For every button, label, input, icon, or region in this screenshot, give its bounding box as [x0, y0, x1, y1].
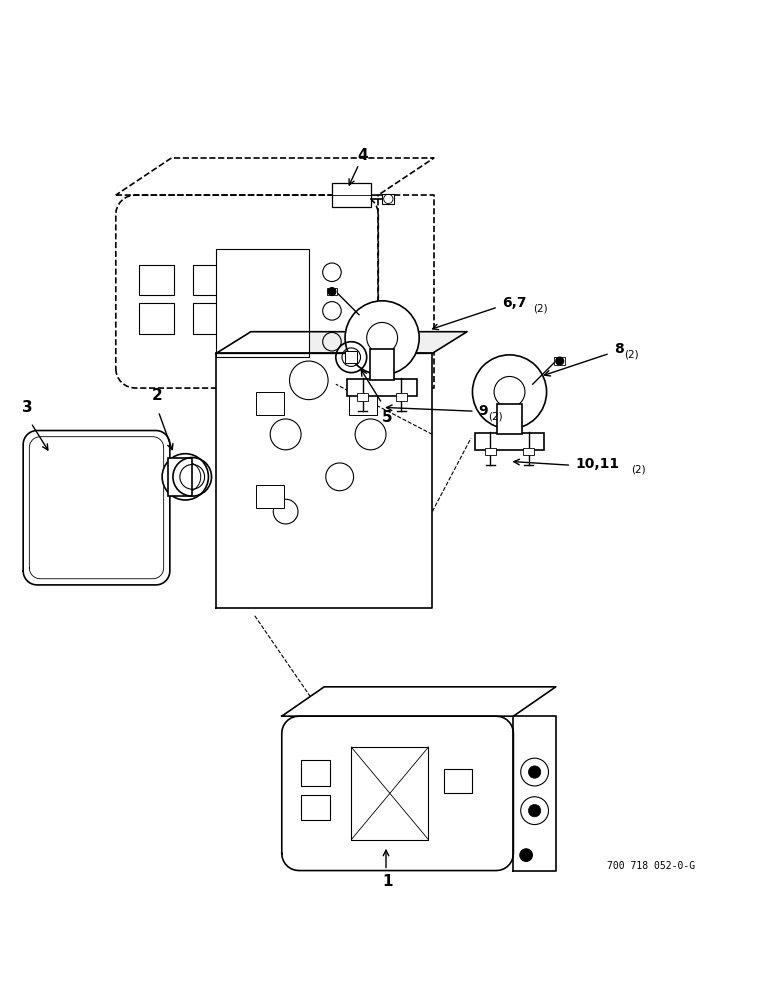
Circle shape [520, 849, 533, 861]
Bar [396, 393, 407, 401]
Text: 2: 2 [151, 388, 162, 403]
Circle shape [367, 322, 398, 353]
Text: 5: 5 [382, 410, 393, 425]
Bar [256, 485, 284, 508]
Polygon shape [116, 195, 378, 388]
Polygon shape [216, 332, 467, 353]
Circle shape [290, 361, 328, 400]
Bar [301, 795, 330, 820]
Bar [139, 303, 174, 334]
Text: (2): (2) [533, 304, 547, 314]
Bar [193, 265, 228, 295]
Circle shape [528, 804, 541, 817]
Bar [357, 393, 368, 401]
Bar [444, 769, 472, 793]
Bar [168, 458, 192, 496]
Polygon shape [282, 687, 556, 716]
Text: 10,11: 10,11 [575, 457, 619, 471]
Bar [382, 194, 394, 204]
Text: 6,7: 6,7 [502, 296, 527, 310]
Bar [349, 392, 377, 415]
Circle shape [328, 288, 336, 295]
Bar [301, 760, 330, 786]
Text: 3: 3 [22, 400, 32, 415]
Polygon shape [378, 195, 434, 388]
Text: 1: 1 [382, 874, 393, 889]
Polygon shape [282, 716, 513, 871]
Bar [193, 303, 228, 334]
Bar [351, 747, 428, 840]
Text: 4: 4 [357, 148, 368, 163]
Bar [370, 349, 394, 380]
Circle shape [326, 463, 354, 491]
Bar [345, 351, 357, 363]
Bar [475, 433, 544, 450]
Bar [216, 249, 309, 357]
Circle shape [556, 357, 564, 365]
Text: (2): (2) [631, 464, 646, 474]
Circle shape [273, 499, 298, 524]
Bar [332, 183, 371, 207]
Bar [497, 404, 522, 434]
Circle shape [355, 419, 386, 450]
Circle shape [270, 419, 301, 450]
Bar [485, 448, 496, 455]
Bar [139, 265, 174, 295]
Bar [523, 448, 534, 455]
Bar [256, 392, 284, 415]
Circle shape [472, 355, 547, 429]
Circle shape [162, 454, 208, 500]
Bar [347, 379, 417, 396]
Polygon shape [513, 716, 556, 871]
Polygon shape [23, 431, 170, 585]
Bar [327, 288, 337, 295]
Polygon shape [116, 158, 434, 195]
Bar [554, 357, 565, 365]
Text: 9: 9 [479, 404, 488, 418]
Polygon shape [216, 353, 432, 608]
Circle shape [528, 766, 541, 778]
Text: (2): (2) [624, 350, 638, 360]
Text: (2): (2) [488, 412, 503, 422]
Text: 8: 8 [614, 342, 624, 356]
Text: 700 718 052-0-G: 700 718 052-0-G [607, 861, 695, 871]
Circle shape [345, 301, 419, 375]
Circle shape [494, 376, 525, 407]
Circle shape [173, 458, 212, 496]
